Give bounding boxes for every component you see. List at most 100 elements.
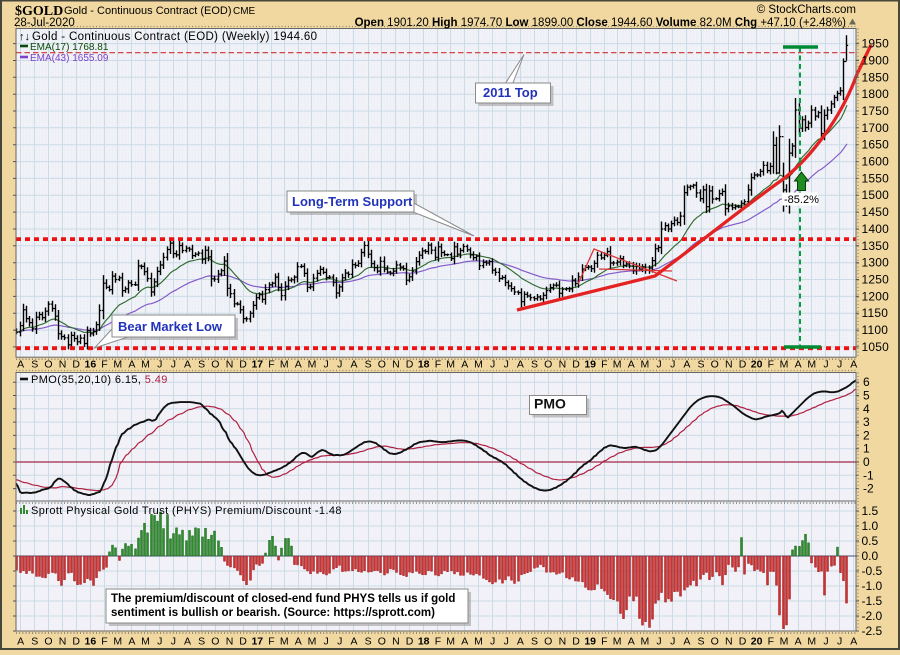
svg-text:N: N	[59, 359, 67, 371]
svg-text:A: A	[795, 636, 802, 648]
svg-text:F: F	[435, 636, 441, 648]
svg-text:S: S	[31, 359, 38, 371]
svg-text:A: A	[350, 636, 357, 648]
svg-text:20: 20	[751, 636, 763, 648]
svg-text:A: A	[683, 636, 690, 648]
svg-text:O: O	[711, 359, 719, 371]
svg-text:F: F	[268, 359, 274, 371]
svg-text:A: A	[795, 359, 802, 371]
svg-text:M: M	[280, 636, 289, 648]
svg-text:O: O	[211, 359, 219, 371]
svg-text:1700: 1700	[862, 121, 890, 135]
svg-text:Bear Market Low: Bear Market Low	[118, 319, 223, 334]
svg-text:J: J	[837, 359, 842, 371]
svg-text:0.5: 0.5	[862, 534, 879, 548]
svg-text:2011 Top: 2011 Top	[483, 85, 538, 100]
svg-text:D: D	[72, 359, 80, 371]
svg-text:A: A	[683, 359, 690, 371]
svg-text:17: 17	[251, 636, 263, 648]
svg-text:N: N	[226, 359, 234, 371]
svg-text:M: M	[474, 359, 483, 371]
svg-text:S: S	[697, 636, 704, 648]
svg-text:Open 1901.20 High 1974.70 Low: Open 1901.20 High 1974.70 Low 1899.00 Cl…	[355, 17, 847, 29]
svg-text:J: J	[490, 636, 495, 648]
svg-text:1500: 1500	[862, 188, 890, 202]
svg-text:S: S	[697, 359, 704, 371]
svg-text:1750: 1750	[862, 104, 890, 118]
svg-text:J: J	[504, 636, 509, 648]
svg-text:EMA(17) 1768.81: EMA(17) 1768.81	[30, 42, 109, 53]
svg-text:-2.5: -2.5	[862, 624, 883, 638]
svg-text:1200: 1200	[862, 289, 890, 303]
svg-text:J: J	[337, 359, 342, 371]
svg-text:1050: 1050	[862, 340, 890, 354]
svg-text:M: M	[308, 359, 317, 371]
svg-text:19: 19	[584, 636, 596, 648]
svg-text:D: D	[406, 636, 414, 648]
svg-text:N: N	[392, 636, 400, 648]
svg-text:2: 2	[863, 428, 870, 442]
svg-text:D: D	[239, 359, 247, 371]
svg-text:N: N	[725, 359, 733, 371]
svg-text:S: S	[198, 359, 205, 371]
svg-text:17: 17	[251, 359, 263, 371]
svg-text:Gold - Continuous Contract (EO: Gold - Continuous Contract (EOD)	[64, 5, 232, 17]
svg-text:J: J	[157, 359, 162, 371]
svg-text:Gold - Continuous Contract (EO: Gold - Continuous Contract (EOD) (Weekly…	[32, 31, 317, 43]
svg-text:O: O	[211, 636, 219, 648]
svg-text:1.5: 1.5	[862, 504, 879, 518]
svg-text:0.0: 0.0	[862, 549, 879, 563]
svg-text:4: 4	[863, 402, 870, 416]
svg-text:D: D	[739, 359, 747, 371]
svg-text:N: N	[226, 636, 234, 648]
svg-text:1.0: 1.0	[862, 519, 879, 533]
svg-text:-85.2%: -85.2%	[784, 194, 819, 206]
svg-text:D: D	[572, 636, 580, 648]
svg-text:-0.5: -0.5	[862, 564, 883, 578]
svg-text:M: M	[446, 359, 455, 371]
svg-text:A: A	[517, 636, 524, 648]
svg-text:A: A	[184, 636, 191, 648]
svg-text:N: N	[59, 636, 67, 648]
svg-text:-2.0: -2.0	[862, 609, 883, 623]
svg-text:1250: 1250	[862, 273, 890, 287]
svg-text:1850: 1850	[862, 70, 890, 84]
svg-text:F: F	[768, 636, 774, 648]
svg-text:M: M	[446, 636, 455, 648]
svg-text:1400: 1400	[862, 222, 890, 236]
svg-text:S: S	[365, 636, 372, 648]
svg-text:D: D	[72, 636, 80, 648]
svg-text:1600: 1600	[862, 155, 890, 169]
svg-text:PMO: PMO	[534, 396, 566, 412]
svg-text:PMO(35,20,10) 6.15, 5.49: PMO(35,20,10) 6.15, 5.49	[31, 374, 168, 386]
svg-text:-2: -2	[863, 482, 874, 496]
svg-text:M: M	[113, 636, 122, 648]
svg-text:O: O	[378, 636, 386, 648]
svg-text:F: F	[101, 636, 107, 648]
svg-text:J: J	[171, 636, 176, 648]
svg-text:16: 16	[85, 359, 97, 371]
svg-text:16: 16	[85, 636, 97, 648]
svg-text:18: 18	[418, 359, 430, 371]
svg-text:1: 1	[863, 442, 870, 456]
svg-text:$GOLD: $GOLD	[15, 4, 63, 19]
svg-text:F: F	[601, 636, 607, 648]
svg-text:S: S	[31, 636, 38, 648]
svg-text:6: 6	[863, 375, 870, 389]
svg-text:1800: 1800	[862, 87, 890, 101]
svg-text:A: A	[461, 636, 468, 648]
svg-text:CME: CME	[233, 6, 256, 17]
svg-text:J: J	[323, 636, 328, 648]
svg-text:J: J	[157, 636, 162, 648]
svg-text:A: A	[128, 359, 135, 371]
svg-text:1100: 1100	[862, 323, 889, 337]
svg-text:J: J	[837, 636, 842, 648]
svg-text:© StockCharts.com: © StockCharts.com	[757, 4, 856, 16]
svg-text:1450: 1450	[862, 205, 890, 219]
svg-text:Long-Term Support: Long-Term Support	[292, 194, 413, 209]
svg-text:J: J	[823, 359, 828, 371]
svg-text:A: A	[461, 359, 468, 371]
svg-text:M: M	[613, 636, 622, 648]
svg-text:19: 19	[584, 359, 596, 371]
svg-text:M: M	[807, 636, 816, 648]
